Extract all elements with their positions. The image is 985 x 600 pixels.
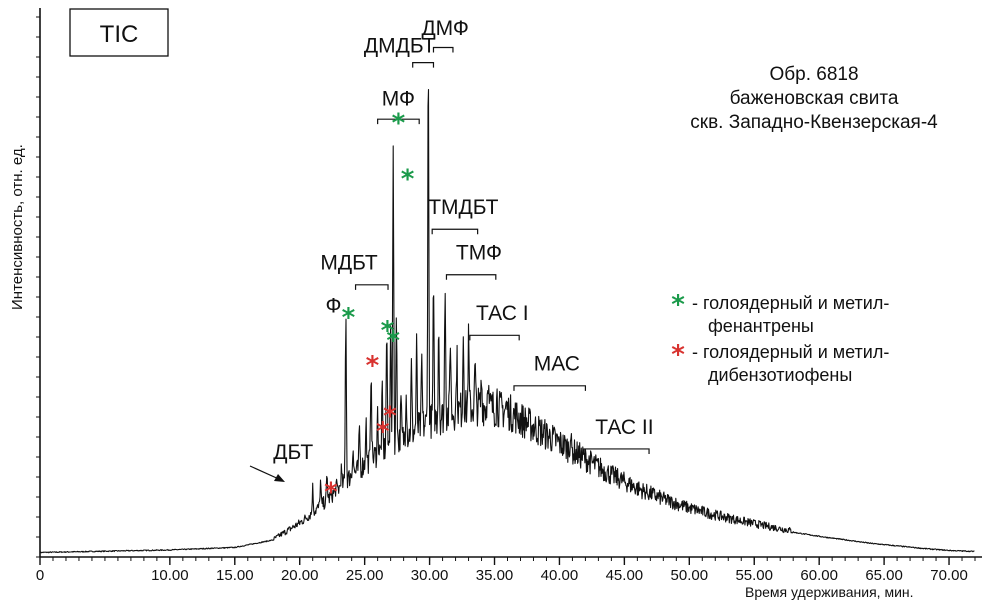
compound-label: ДМФ (421, 17, 468, 40)
dbt-arrow (249, 465, 285, 482)
x-tick-label: 15.00 (216, 567, 254, 584)
peak-marker-dibenzothiophenes: * (366, 351, 380, 381)
x-tick-label: 20.00 (281, 567, 319, 584)
compound-brackets (354, 46, 650, 454)
x-tick-label: 40.00 (541, 567, 579, 584)
compound-label: ДБТ (273, 441, 313, 464)
compound-bracket (412, 62, 435, 68)
tic-tag: TIC (69, 8, 169, 57)
formation-name: баженовская свита (730, 88, 899, 109)
tic-trace (39, 88, 975, 554)
compound-label: ТАС I (476, 302, 529, 325)
x-tick-label: 30.00 (411, 567, 449, 584)
y-axis-label: Интенсивность, отн. ед. (9, 144, 26, 310)
compound-label: МДБТ (320, 252, 378, 275)
peak-marker-phenanthrenes: * (401, 164, 415, 194)
legend-line1-dibenzothiophenes: - голоядерный и метил- (692, 342, 889, 362)
x-axis-ticks: 0 10.00 15.00 20.00 25.00 30.00 35.00 40.00 45.0… (36, 557, 976, 584)
dbt-arrow-head (274, 474, 285, 482)
peak-marker-dibenzothiophenes: * (376, 417, 390, 447)
compound-label: ДМДБТ (364, 35, 436, 58)
x-tick-label: 65.00 (865, 567, 903, 584)
peak-marker-dibenzothiophenes: * (383, 402, 397, 432)
peak-marker-dibenzothiophenes: * (324, 477, 338, 507)
compound-bracket (377, 118, 420, 125)
x-tick-label: 45.00 (606, 567, 644, 584)
x-tick-label: 35.00 (476, 567, 514, 584)
compound-label: МФ (382, 88, 415, 111)
tic-tag-text: TIC (100, 21, 139, 48)
x-tick-label: 70.00 (930, 567, 968, 584)
sample-info: Обр. 6818 баженовская свита скв. Западно… (690, 64, 938, 133)
axes (39, 8, 982, 558)
x-tick-label: 0 (36, 567, 44, 584)
compound-label: ТМДБТ (428, 196, 498, 219)
legend-marker-phenanthrenes: * (671, 290, 685, 320)
x-tick-label: 25.00 (346, 567, 384, 584)
peak-marker-phenanthrenes: * (342, 303, 356, 333)
legend-line2-dibenzothiophenes: дибензотиофены (708, 365, 852, 385)
compound-label: ТМФ (456, 242, 502, 265)
legend: * - голоядерный и метил- фенантрены * - … (671, 290, 889, 385)
compound-bracket (445, 274, 497, 280)
compound-bracket (583, 448, 650, 454)
compound-bracket (354, 284, 389, 290)
compound-bracket (431, 228, 479, 235)
peak-marker-phenanthrenes: * (392, 109, 406, 139)
x-tick-label: 50.00 (671, 567, 709, 584)
y-axis-ticks (36, 16, 40, 558)
dbt-arrow-line (249, 465, 282, 481)
peak-marker-phenanthrenes: * (381, 316, 395, 346)
sample-number: Обр. 6818 (769, 64, 858, 85)
well-name: скв. Западно-Квензерская-4 (690, 112, 938, 133)
x-axis-label: Время удерживания, мин. (745, 584, 914, 600)
tic-tag-box (69, 8, 169, 57)
compound-bracket (469, 334, 520, 341)
compound-bracket (432, 46, 454, 53)
compound-label: Ф (326, 295, 342, 318)
x-tick-label: 60.00 (800, 567, 838, 584)
x-tick-label: 10.00 (151, 567, 189, 584)
legend-line1-phenanthrenes: - голоядерный и метил- (692, 293, 889, 313)
legend-line2-phenanthrenes: фенантрены (708, 316, 814, 336)
legend-marker-dibenzothiophenes: * (671, 340, 685, 370)
compound-bracket (513, 385, 587, 391)
peak-marker-phenanthrenes: * (386, 326, 400, 356)
x-tick-label: 55.00 (735, 567, 773, 584)
peak-markers: *** ****** (324, 109, 415, 508)
compound-label: ТАС II (595, 416, 653, 439)
compound-label: МАС (534, 353, 580, 376)
